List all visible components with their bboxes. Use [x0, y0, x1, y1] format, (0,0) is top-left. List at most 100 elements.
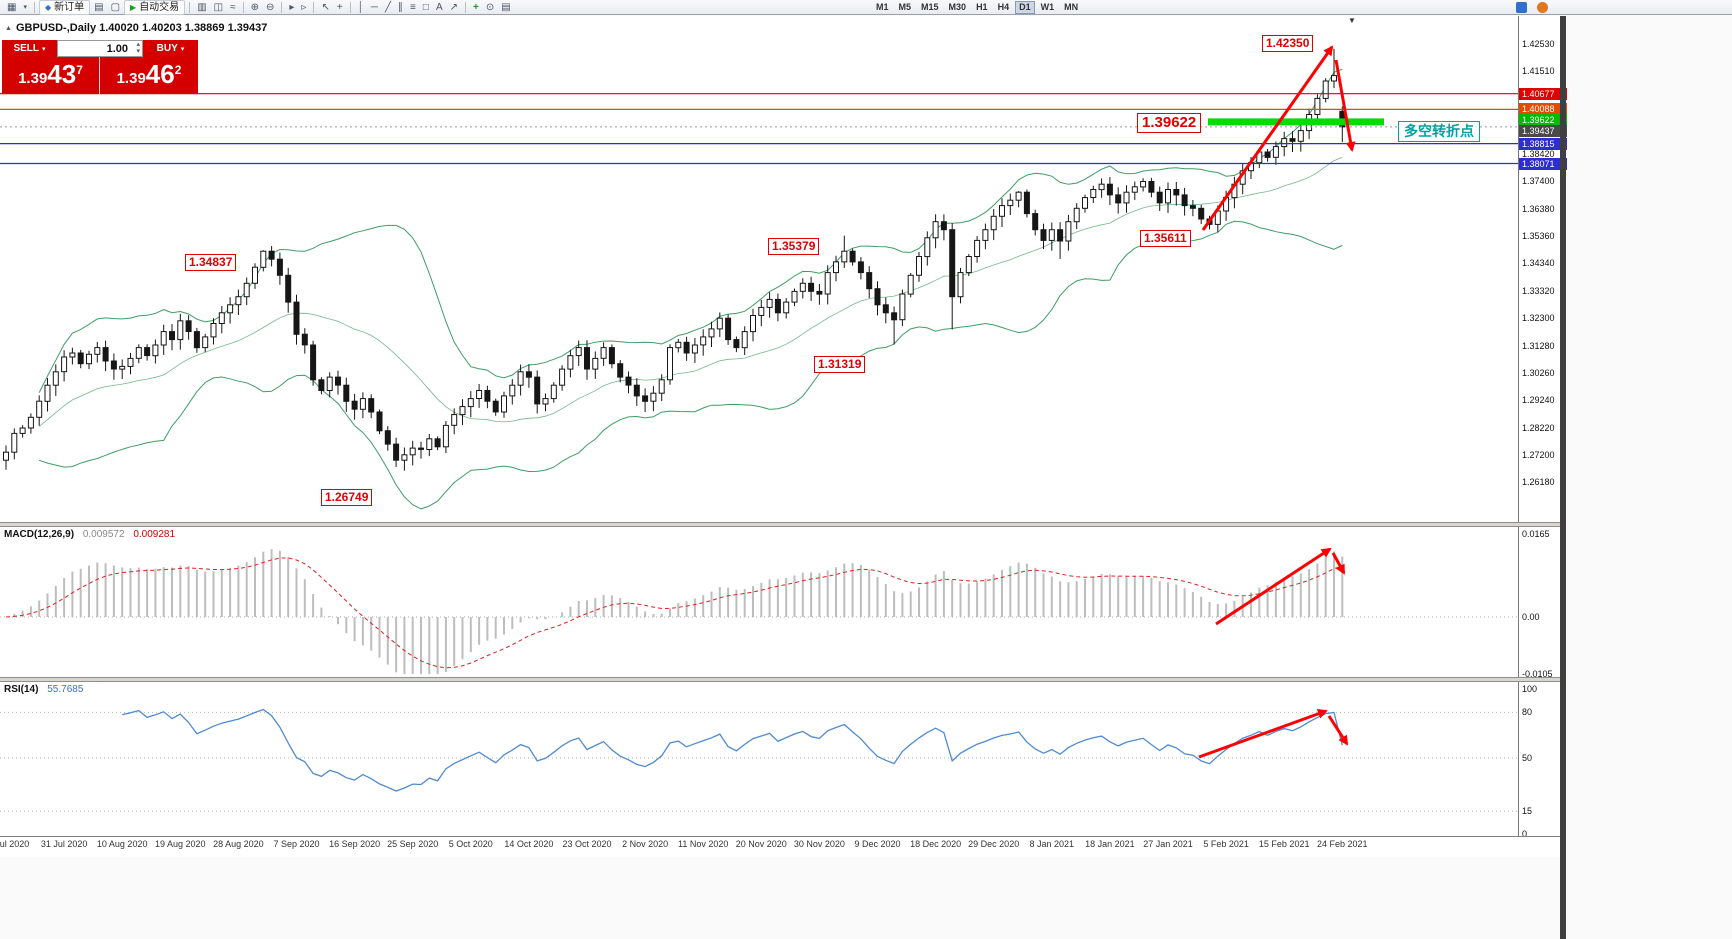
timeframe-button-M1[interactable]: M1	[876, 2, 889, 12]
rsi-panel-canvas[interactable]	[0, 682, 1518, 841]
price-callout[interactable]: 1.42350	[1262, 35, 1314, 52]
price-axis-label: 1.35360	[1522, 231, 1555, 242]
timeframe-button-MN[interactable]: MN	[1064, 2, 1079, 12]
trendline-icon[interactable]: ╱	[385, 1, 392, 13]
periods-icon[interactable]: ⊙	[485, 1, 495, 13]
toolbar-separator	[281, 1, 283, 13]
new-chart-icon[interactable]: ▦	[7, 1, 17, 13]
lot-decrease-button[interactable]: ▾	[136, 48, 140, 55]
rsi-label-row: RSI(14) 55.7685	[4, 684, 83, 695]
macd-axis-label: 0.00	[1522, 612, 1540, 622]
arrow-tool-icon[interactable]: ↗	[449, 1, 458, 13]
templates-icon[interactable]: ▤	[501, 1, 511, 13]
horizontal-line-icon[interactable]: ─	[370, 1, 379, 13]
market-watch-icon[interactable]: ▤	[94, 1, 104, 13]
timeframe-button-D1[interactable]: D1	[1015, 1, 1035, 14]
macd-value-signal: 0.009281	[133, 529, 176, 540]
text-tool-button[interactable]: A	[435, 1, 443, 13]
terminal-window-icon[interactable]: ▢	[110, 1, 121, 13]
toolbar-separator	[313, 1, 315, 13]
rsi-axis-label: 0	[1522, 829, 1528, 839]
vertical-scrollbar[interactable]	[1560, 16, 1566, 939]
cursor-icon[interactable]: ↖	[321, 1, 330, 13]
date-label: 25 Sep 2020	[387, 839, 439, 849]
price-callout[interactable]: 1.31319	[814, 356, 866, 373]
date-label: 5 Oct 2020	[448, 839, 493, 849]
price-axis-label: 1.27200	[1522, 449, 1555, 460]
timeframe-button-M5[interactable]: M5	[898, 2, 912, 12]
price-axis-label: 1.37400	[1522, 176, 1555, 187]
price-axis-label: 1.38420	[1522, 149, 1555, 160]
sell-button[interactable]: 1.39 43 7	[2, 57, 100, 94]
price-axis-label: 1.34340	[1522, 258, 1555, 269]
buy-button[interactable]: 1.39 46 2	[100, 57, 198, 94]
rsi-name: RSI(14)	[4, 684, 39, 695]
chart-shift-icon[interactable]: ▹	[301, 1, 307, 13]
candlestick-chart-icon[interactable]: ◫	[213, 1, 224, 13]
lot-increase-button[interactable]: ▴	[136, 41, 140, 48]
community-icon[interactable]	[1516, 2, 1527, 13]
timeframe-button-M30[interactable]: M30	[948, 2, 967, 12]
price-axis-label: 1.31280	[1522, 340, 1555, 351]
date-label: 27 Jan 2021	[1143, 839, 1193, 849]
timeframe-button-H1[interactable]: H1	[976, 2, 988, 12]
sell-price-base: 1.39	[18, 70, 48, 87]
channel-icon[interactable]: ∥	[398, 1, 404, 13]
sell-order-type-button[interactable]: SELL ▾	[2, 40, 57, 57]
date-label: 9 Dec 2020	[854, 839, 901, 849]
new-order-icon: ◆	[44, 2, 52, 12]
toolbar-separator	[189, 1, 191, 13]
buy-price-pips: 46	[145, 59, 175, 89]
bar-chart-icon[interactable]: ▥	[197, 1, 207, 13]
price-callout[interactable]: 1.39622	[1137, 113, 1202, 133]
macd-panel-canvas[interactable]	[0, 527, 1518, 682]
lot-size-input[interactable]: 1.00 ▴ ▾	[57, 40, 143, 57]
timeframe-button-M15[interactable]: M15	[921, 2, 939, 12]
price-callout[interactable]: 1.35379	[768, 238, 820, 255]
price-level-badge: 1.38071	[1519, 157, 1567, 170]
panel-divider[interactable]	[0, 522, 1566, 527]
toolbar-separator	[349, 1, 351, 13]
toolbar-separator	[33, 1, 35, 13]
line-chart-icon[interactable]: ≈	[230, 1, 236, 13]
rsi-axis-label: 100	[1522, 684, 1538, 694]
zoom-in-icon[interactable]: ⊕	[250, 1, 259, 13]
vertical-line-icon[interactable]: │	[357, 1, 364, 13]
collapse-panel-icon[interactable]: ▲	[5, 25, 12, 32]
chevron-down-icon: ▾	[42, 45, 46, 53]
crosshair-icon[interactable]: +	[336, 1, 343, 13]
new-order-label: 新订单	[54, 1, 85, 13]
date-label: 31 Jul 2020	[40, 839, 88, 849]
price-chart-canvas[interactable]	[0, 16, 1518, 527]
toolbar-right-icons	[1516, 2, 1548, 13]
autotrading-button[interactable]: ▶ 自动交易	[124, 0, 186, 15]
date-label: 30 Nov 2020	[793, 839, 845, 849]
auto-scroll-icon[interactable]: ▸	[289, 1, 295, 13]
date-label: 8 Jan 2021	[1029, 839, 1075, 849]
shapes-icon[interactable]: □	[422, 1, 429, 13]
turning-point-note[interactable]: 多空转折点	[1398, 121, 1480, 142]
price-callout[interactable]: 1.26749	[321, 489, 373, 506]
date-axis	[0, 836, 1566, 857]
zoom-out-icon[interactable]: ⊖	[265, 1, 275, 13]
alerts-icon[interactable]	[1537, 2, 1548, 13]
new-order-button[interactable]: ◆ 新订单	[38, 0, 91, 15]
profiles-dropdown-icon[interactable]: ▾	[23, 3, 27, 11]
timeframe-button-W1[interactable]: W1	[1040, 2, 1055, 12]
price-callout[interactable]: 1.35611	[1140, 230, 1191, 247]
panel-divider[interactable]	[0, 677, 1566, 682]
chart-shift-marker[interactable]: ▼	[1348, 16, 1356, 25]
timeframe-button-H4[interactable]: H4	[997, 2, 1010, 12]
one-click-trading-panel: SELL ▾ 1.00 ▴ ▾ BUY ▾ 1.39 43 7	[2, 40, 198, 94]
play-icon: ▶	[130, 2, 137, 12]
date-label: 14 Oct 2020	[504, 839, 554, 849]
date-label: 18 Jan 2021	[1085, 839, 1135, 849]
timeframe-toolbar: M1 M5 M15 M30 H1 H4 D1 W1 MN	[872, 1, 1082, 14]
fibonacci-icon[interactable]: ≡	[410, 1, 416, 13]
date-label: 29 Dec 2020	[968, 839, 1020, 849]
buy-order-type-button[interactable]: BUY ▾	[143, 40, 198, 57]
sell-price-pips: 43	[47, 59, 77, 89]
price-callout[interactable]: 1.34837	[185, 254, 237, 271]
indicators-icon[interactable]: +	[473, 1, 479, 13]
